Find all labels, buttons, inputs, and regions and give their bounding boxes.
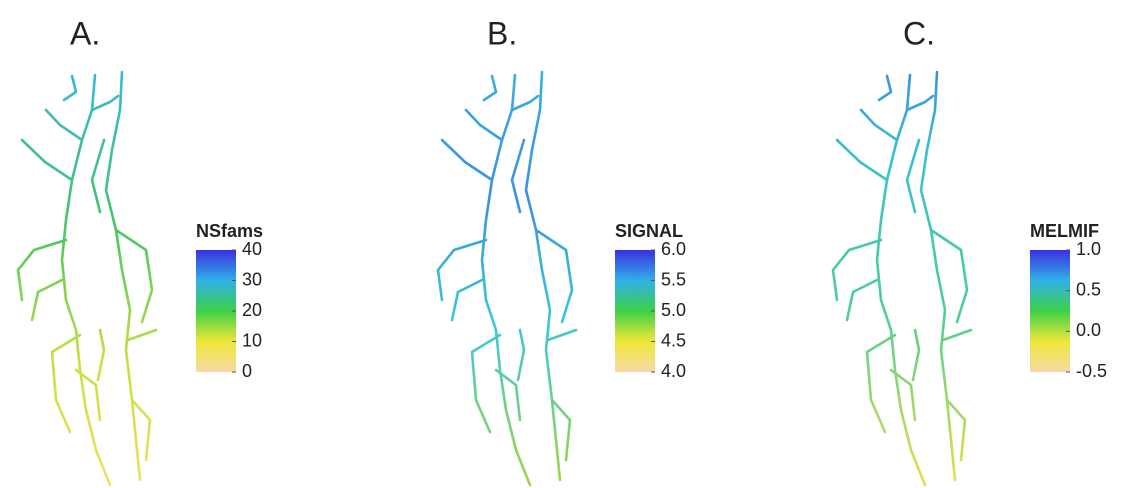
river: [510, 138, 526, 214]
colorbar-tick-label: -0.5: [1076, 361, 1107, 381]
river: [875, 73, 927, 487]
river: [941, 328, 973, 342]
colorbar: [1030, 250, 1070, 372]
river: [510, 94, 540, 112]
river: [464, 108, 504, 142]
river: [126, 328, 158, 342]
colorbar-tick-label: 40: [242, 239, 262, 259]
river: [450, 278, 484, 322]
river: [831, 238, 883, 302]
river: [905, 138, 921, 214]
river: [470, 333, 502, 434]
river-network: [831, 70, 973, 487]
river: [845, 278, 879, 322]
river: [859, 108, 899, 142]
river: [534, 228, 574, 324]
river: [60, 73, 112, 487]
river: [546, 328, 578, 342]
river: [494, 368, 522, 422]
river: [516, 328, 526, 382]
river: [16, 238, 68, 302]
panel-label: A.: [70, 15, 100, 51]
river: [905, 94, 935, 112]
river: [96, 328, 106, 382]
panel: C. MELMIF -0.5 0.0 0.5 1.0: [831, 15, 1107, 487]
river: [44, 108, 84, 142]
river: [482, 74, 498, 102]
river: [835, 138, 889, 182]
river: [919, 70, 957, 482]
colorbar-tick-label: 5.0: [661, 300, 686, 320]
river: [130, 398, 152, 462]
river: [50, 333, 82, 434]
colorbar-tick-label: 30: [242, 269, 262, 289]
colorbar-title: SIGNAL: [615, 221, 683, 241]
river: [74, 368, 102, 422]
river: [889, 368, 917, 422]
colorbar-tick-label: 0: [242, 361, 252, 381]
colorbar-title: MELMIF: [1030, 221, 1099, 241]
panel-label: C.: [903, 15, 935, 51]
colorbar-tick-label: 20: [242, 300, 262, 320]
river: [90, 138, 106, 214]
colorbar-title: NSfams: [196, 221, 263, 241]
river: [436, 238, 488, 302]
river: [104, 70, 142, 482]
colorbar-tick-label: 6.0: [661, 239, 686, 259]
colorbar-tick-label: 4.5: [661, 330, 686, 350]
river: [865, 333, 897, 434]
colorbar: [196, 250, 236, 372]
river: [62, 74, 78, 102]
colorbar-tick-label: 5.5: [661, 269, 686, 289]
river: [911, 328, 921, 382]
river-network: [436, 70, 578, 487]
panels: A. NSfams 0 10 20 30 40 B. SIGNAL 4.0 4.5 5.0 5.5 6.0…: [16, 15, 1107, 487]
colorbar-tick-label: 10: [242, 330, 262, 350]
river: [90, 94, 120, 112]
panel: A. NSfams 0 10 20 30 40: [16, 15, 263, 487]
colorbar-tick-label: 1.0: [1076, 239, 1101, 259]
colorbar-tick-label: 0.5: [1076, 279, 1101, 299]
panel: B. SIGNAL 4.0 4.5 5.0 5.5 6.0: [436, 15, 686, 487]
river: [20, 138, 74, 182]
colorbar-tick-label: 4.0: [661, 361, 686, 381]
colorbar: [615, 250, 655, 372]
river: [114, 228, 154, 324]
river: [550, 398, 572, 462]
river: [877, 74, 893, 102]
river: [524, 70, 562, 482]
river-network: [16, 70, 158, 487]
river: [30, 278, 64, 322]
river: [440, 138, 494, 182]
colorbar-tick-label: 0.0: [1076, 320, 1101, 340]
river: [945, 398, 967, 462]
river: [929, 228, 969, 324]
river: [480, 73, 532, 487]
panel-label: B.: [487, 15, 517, 51]
